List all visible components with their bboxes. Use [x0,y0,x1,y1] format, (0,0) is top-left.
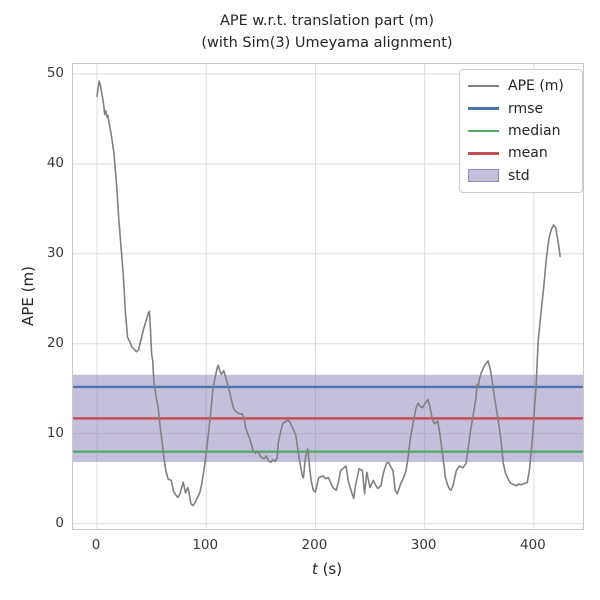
rmse-line-swatch [468,107,499,110]
legend-label-ape: APE (m) [508,78,564,95]
y-tick-label: 10 [46,424,64,441]
legend-item-std: std [468,165,574,187]
x-tick-label: 0 [91,537,101,553]
ape-curve [96,80,561,507]
legend-label-rmse: rmse [508,100,544,117]
legend-label-median: median [508,122,561,139]
chart-svg [73,64,583,529]
x-tick-label: 200 [301,537,328,553]
legend-item-mean: mean [468,142,574,164]
plot-title-line1: APE w.r.t. translation part (m) [219,13,435,29]
x-tick-label: 300 [410,537,437,553]
y-tick-label: 20 [46,334,64,351]
y-tick-label: 50 [46,64,64,81]
legend-item-rmse: rmse [468,97,574,119]
std-patch-swatch [468,169,499,183]
plot-title: APE w.r.t. translation part (m) (with Si… [72,11,582,54]
x-axis-label-unit: (s) [317,560,343,578]
mean-line-swatch [468,152,499,155]
ape-line-swatch [468,85,499,87]
legend-item-ape: APE (m) [468,75,574,97]
x-tick-label: 400 [519,537,546,553]
median-line-swatch [468,129,499,133]
x-tick-label: 100 [192,537,219,553]
y-tick-label: 30 [46,244,64,261]
y-axis-label: APE (m) [19,266,37,326]
x-axis-label: t (s) [72,560,582,578]
x-axis-label-var: t [311,560,318,578]
legend-label-mean: mean [508,145,548,162]
plot-title-line2: (with Sim(3) Umeyama alignment) [201,34,453,51]
y-tick-label: 0 [55,514,64,531]
legend: APE (m) rmse median mean std [459,69,583,193]
legend-item-median: median [468,120,574,142]
legend-label-std: std [508,167,530,184]
y-tick-label: 40 [46,154,64,171]
